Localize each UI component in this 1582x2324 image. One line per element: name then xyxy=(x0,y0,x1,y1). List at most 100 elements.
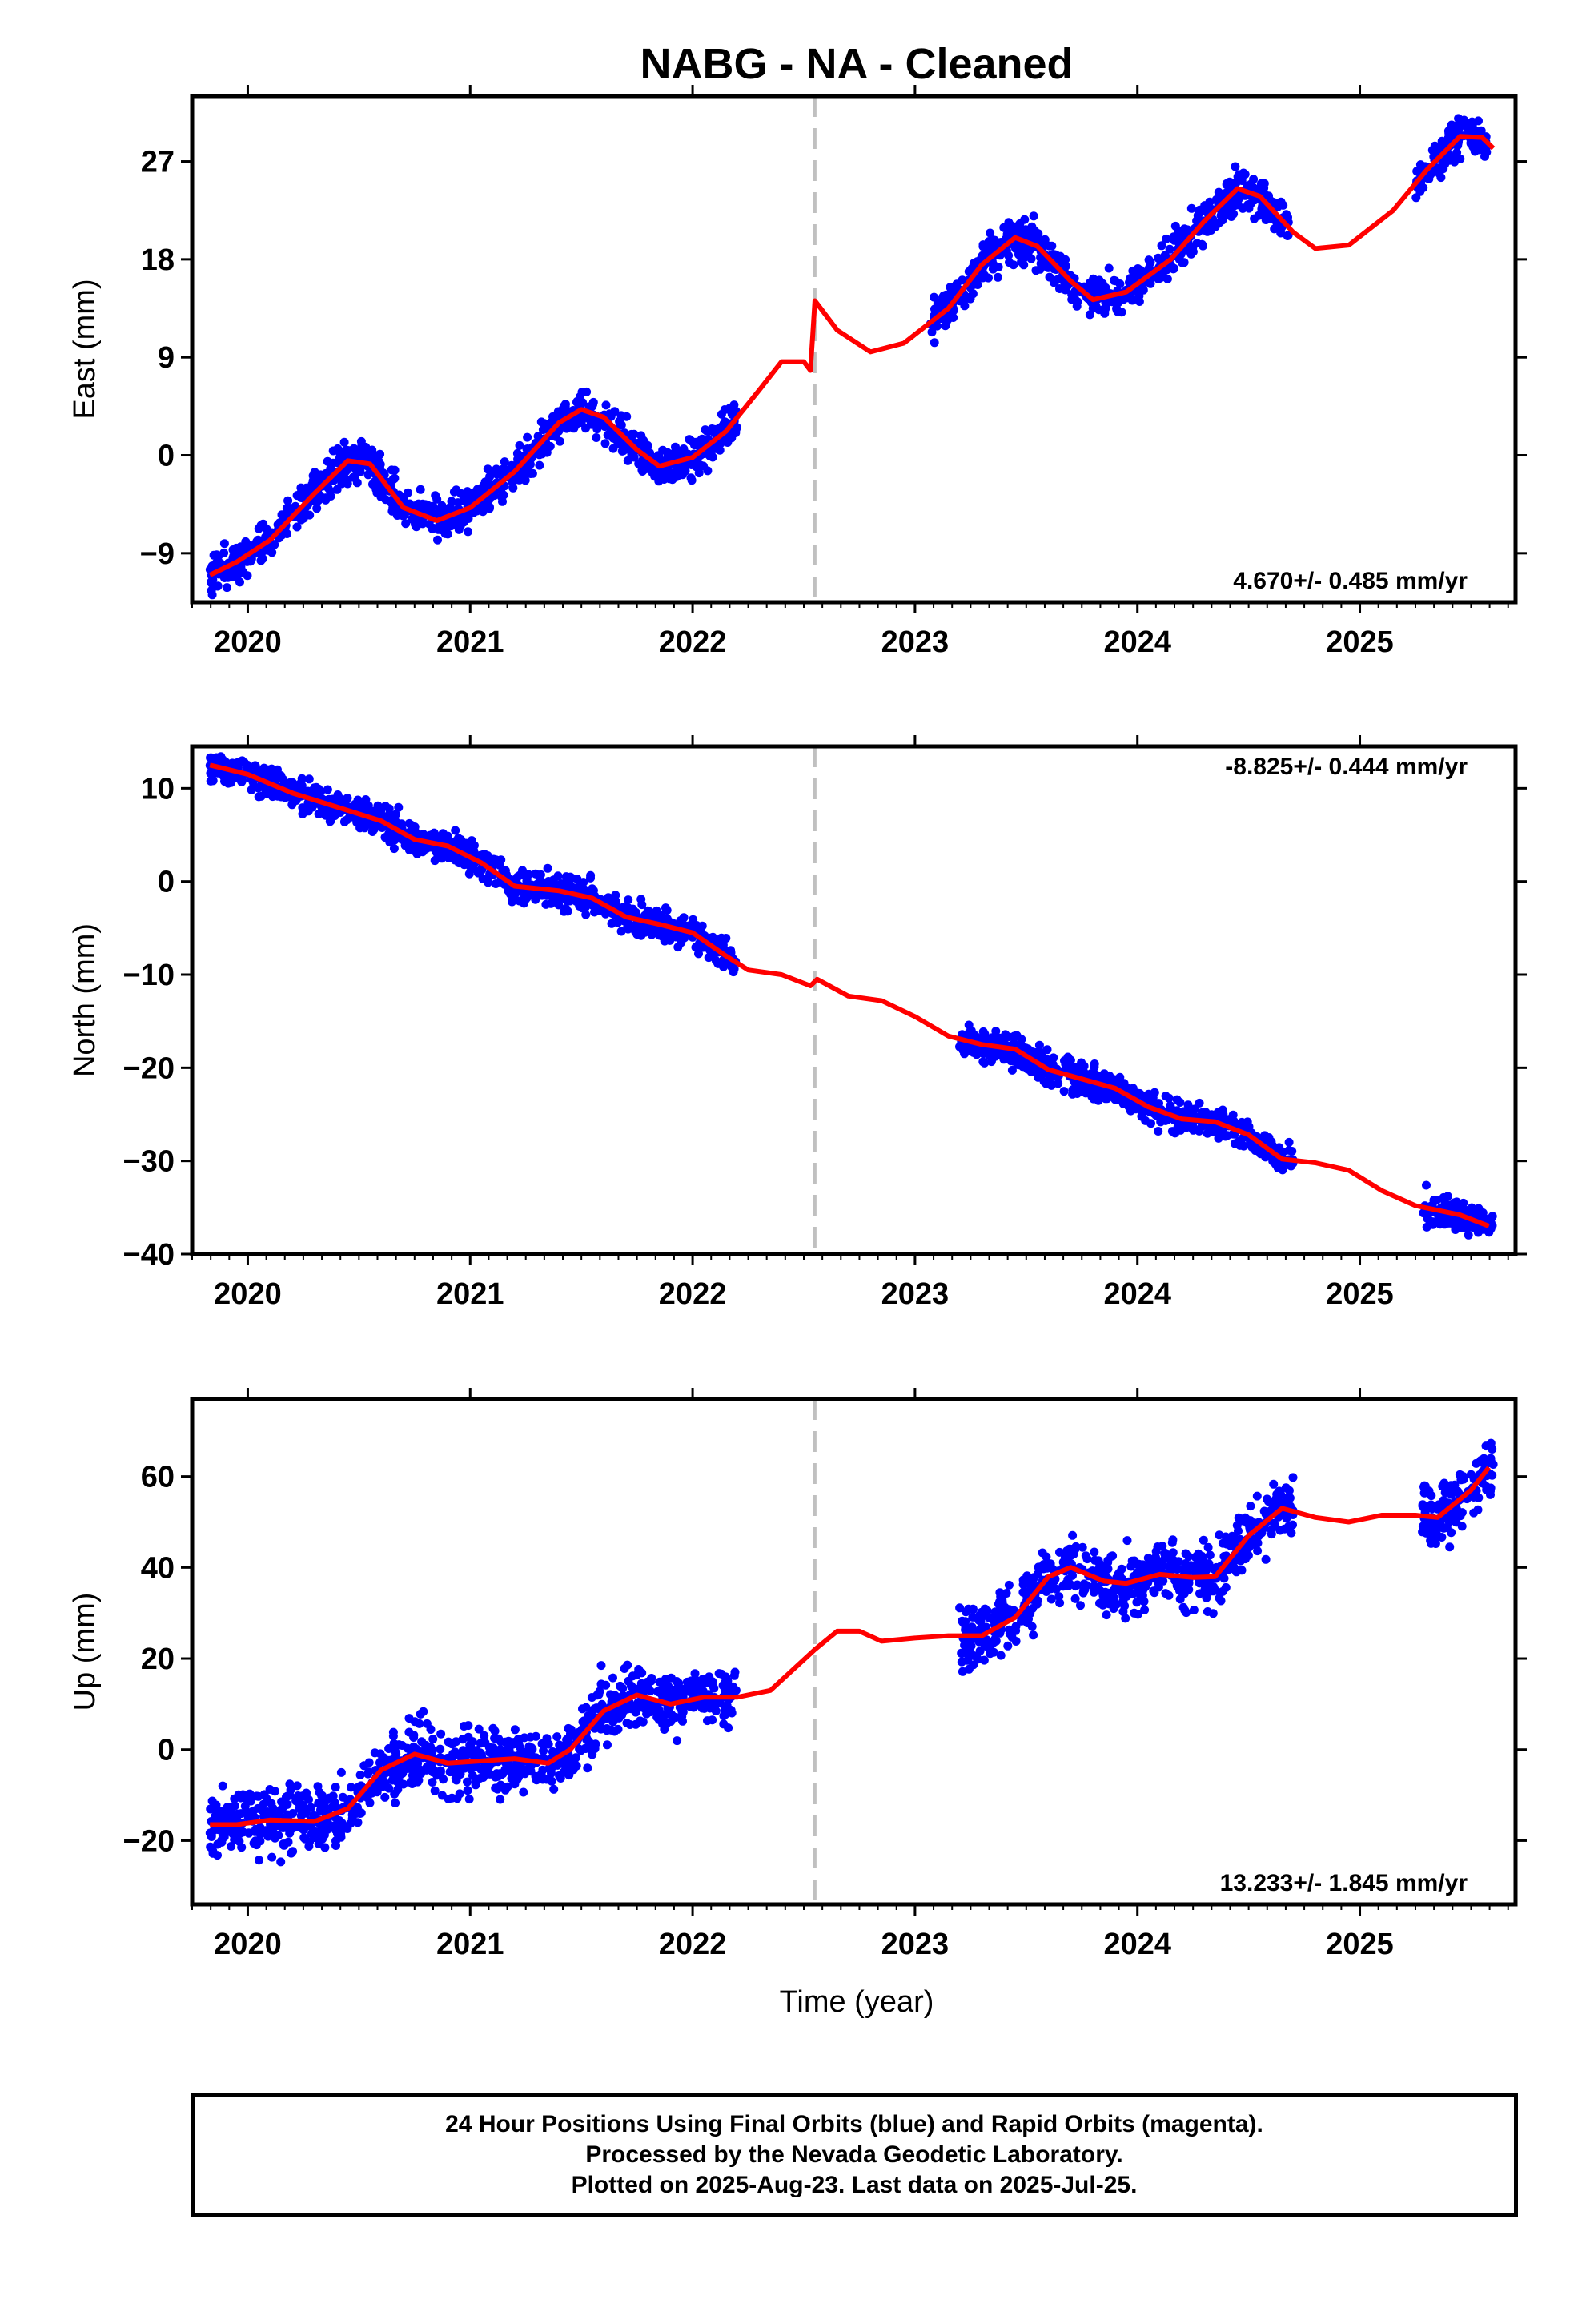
data-point xyxy=(515,440,524,450)
data-point xyxy=(1046,1080,1056,1090)
data-point xyxy=(519,1787,528,1797)
data-point xyxy=(209,1826,219,1835)
data-point xyxy=(436,1729,446,1739)
data-point xyxy=(1246,1502,1255,1511)
data-point xyxy=(716,1699,725,1708)
data-point xyxy=(371,1783,380,1793)
data-point xyxy=(563,1734,572,1743)
data-point xyxy=(488,1723,498,1733)
data-point xyxy=(491,879,500,888)
data-point xyxy=(1154,253,1163,263)
data-point xyxy=(539,879,548,888)
data-point xyxy=(1175,1098,1185,1107)
data-point xyxy=(219,539,229,549)
data-point xyxy=(646,1675,656,1684)
data-point xyxy=(968,289,978,299)
data-point xyxy=(239,1827,248,1837)
data-point xyxy=(298,809,307,818)
data-point xyxy=(491,1749,500,1759)
data-point xyxy=(267,1799,276,1808)
data-point xyxy=(1284,1137,1294,1147)
data-point xyxy=(654,452,664,461)
data-point xyxy=(999,223,1009,232)
data-point xyxy=(556,1774,565,1783)
data-point xyxy=(390,473,400,483)
data-point xyxy=(390,501,400,511)
data-point xyxy=(588,1745,597,1755)
data-point xyxy=(1239,168,1248,178)
data-point xyxy=(1090,1062,1099,1072)
data-point xyxy=(714,1669,724,1679)
data-point xyxy=(267,1852,277,1862)
data-point xyxy=(426,1725,436,1734)
data-point xyxy=(625,1720,635,1729)
data-point xyxy=(1480,151,1489,161)
data-point xyxy=(579,878,588,887)
panel-north: 2020 2021 2022 2023 2024 2025−40−30−20−10010N… xyxy=(68,735,1527,1311)
data-point xyxy=(553,871,563,881)
data-point xyxy=(1034,1040,1044,1050)
data-point xyxy=(209,550,219,560)
data-point xyxy=(697,921,707,931)
data-point xyxy=(1165,244,1174,254)
data-point xyxy=(586,420,596,429)
data-point xyxy=(1059,1087,1069,1096)
data-point xyxy=(292,491,302,501)
x-tick-label: 2021 xyxy=(436,625,504,659)
data-point xyxy=(560,402,570,412)
data-point xyxy=(536,870,545,879)
data-point xyxy=(693,942,703,951)
data-point xyxy=(497,1782,507,1791)
data-point xyxy=(483,464,492,474)
data-point xyxy=(1263,1494,1272,1504)
data-point xyxy=(328,1791,338,1801)
data-point xyxy=(662,906,672,915)
data-point xyxy=(411,520,420,529)
data-point xyxy=(472,1775,481,1785)
data-point xyxy=(336,794,346,804)
data-point xyxy=(942,316,951,326)
data-point xyxy=(1439,164,1448,174)
data-point xyxy=(338,1792,347,1802)
data-point xyxy=(596,1679,606,1689)
data-point xyxy=(361,795,371,804)
x-tick-label: 2022 xyxy=(659,625,727,659)
x-tick-label: 2020 xyxy=(214,1277,282,1311)
data-point xyxy=(561,1763,571,1773)
data-point xyxy=(443,529,452,539)
data-point xyxy=(624,924,633,934)
data-point xyxy=(524,461,534,471)
data-point xyxy=(1186,203,1196,213)
data-point xyxy=(380,1792,390,1802)
data-point xyxy=(690,1679,700,1689)
data-point xyxy=(1020,215,1030,224)
data-point xyxy=(1260,1131,1270,1140)
data-point xyxy=(410,1717,420,1727)
data-point xyxy=(218,1781,227,1791)
data-point xyxy=(546,899,556,908)
data-point xyxy=(1216,211,1226,220)
data-point xyxy=(283,496,293,505)
data-point xyxy=(230,1801,239,1811)
data-point xyxy=(548,879,557,888)
data-point xyxy=(468,1737,477,1747)
data-point xyxy=(1458,1199,1468,1208)
data-point xyxy=(308,471,318,480)
data-point xyxy=(1256,179,1266,188)
data-point xyxy=(347,1814,357,1823)
data-point xyxy=(214,558,223,568)
data-point xyxy=(718,959,728,968)
data-point xyxy=(343,1824,352,1833)
data-point xyxy=(1195,1098,1204,1108)
data-point xyxy=(958,1045,968,1055)
data-point xyxy=(463,1786,472,1795)
data-point xyxy=(1161,1116,1170,1125)
data-point xyxy=(444,1737,453,1747)
data-point xyxy=(227,572,237,581)
data-point xyxy=(652,1712,662,1722)
data-point xyxy=(352,478,362,488)
data-point xyxy=(449,487,459,497)
data-point xyxy=(498,497,507,506)
data-point xyxy=(985,1051,994,1061)
